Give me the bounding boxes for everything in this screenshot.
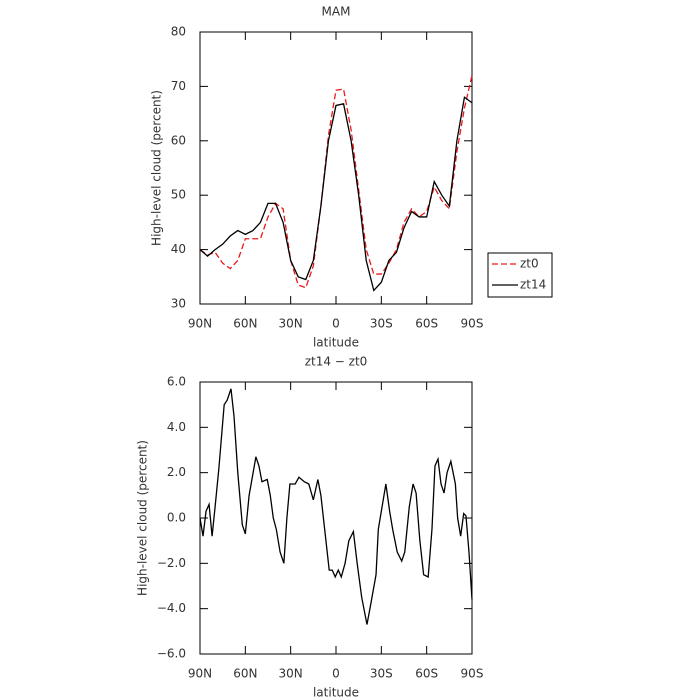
y-tick-label: −2.0 (157, 556, 186, 570)
x-tick-label: 30N (279, 317, 303, 331)
x-tick-label: 0 (332, 317, 340, 331)
y-tick-label: 80 (171, 25, 186, 39)
x-tick-label: 60N (233, 317, 257, 331)
y-tick-label: 2.0 (167, 465, 186, 479)
x-tick-label: 90S (461, 667, 484, 681)
x-tick-label: 90S (461, 317, 484, 331)
x-tick-label: 90N (188, 667, 212, 681)
x-tick-label: 60N (233, 667, 257, 681)
x-axis-label: latitude (313, 336, 359, 350)
legend-label: zt0 (520, 257, 539, 271)
y-tick-label: 4.0 (167, 420, 186, 434)
y-tick-label: 70 (171, 79, 186, 93)
x-tick-label: 60S (415, 667, 438, 681)
x-tick-label: 30S (370, 317, 393, 331)
series-line (199, 75, 473, 289)
x-tick-label: 0 (332, 667, 340, 681)
x-tick-label: 90N (188, 317, 212, 331)
y-tick-label: 40 (171, 242, 186, 256)
chart-title: zt14 − zt0 (305, 355, 368, 369)
plot-frame (199, 381, 473, 655)
plot-frame (199, 31, 473, 305)
legend-label: zt14 (520, 278, 546, 292)
y-tick-label: −4.0 (157, 601, 186, 615)
y-tick-label: 60 (171, 133, 186, 147)
series-line (199, 96, 473, 292)
y-tick-label: 6.0 (167, 375, 186, 389)
y-tick-label: −6.0 (157, 647, 186, 661)
y-axis-label: High-level cloud (percent) (150, 90, 164, 246)
y-tick-label: 30 (171, 297, 186, 311)
legend-box (487, 252, 553, 298)
y-tick-label: 0.0 (167, 511, 186, 525)
chart-title: MAM (322, 5, 351, 19)
x-axis-label: latitude (313, 686, 359, 700)
data-line (199, 388, 473, 625)
x-tick-label: 30N (279, 667, 303, 681)
x-tick-label: 30S (370, 667, 393, 681)
y-tick-label: 50 (171, 188, 186, 202)
y-axis-label: High-level cloud (percent) (136, 440, 150, 596)
x-tick-label: 60S (415, 317, 438, 331)
